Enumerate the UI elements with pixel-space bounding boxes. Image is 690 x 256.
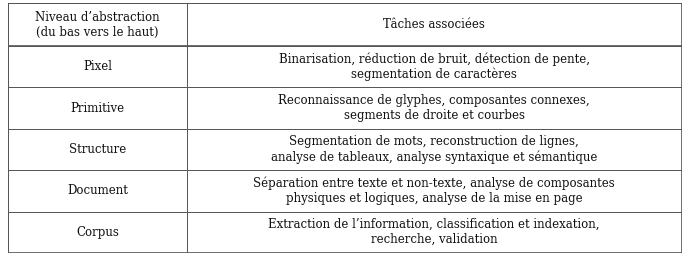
Text: Extraction de l’information, classification et indexation,
recherche, validation: Extraction de l’information, classificat… xyxy=(268,218,600,246)
Bar xyxy=(8,3,187,46)
Text: Reconnaissance de glyphes, composantes connexes,
segments de droite et courbes: Reconnaissance de glyphes, composantes c… xyxy=(279,94,590,122)
Bar xyxy=(187,211,682,253)
Bar xyxy=(8,211,187,253)
Bar xyxy=(8,87,187,129)
Text: Binarisation, réduction de bruit, détection de pente,
segmentation de caractères: Binarisation, réduction de bruit, détect… xyxy=(279,52,590,81)
Bar xyxy=(187,170,682,211)
Text: Tâches associées: Tâches associées xyxy=(383,18,485,31)
Bar xyxy=(8,170,187,211)
Text: Pixel: Pixel xyxy=(83,60,112,73)
Text: Structure: Structure xyxy=(69,143,126,156)
Bar xyxy=(187,46,682,87)
Text: Segmentation de mots, reconstruction de lignes,
analyse de tableaux, analyse syn: Segmentation de mots, reconstruction de … xyxy=(271,135,598,164)
Text: Corpus: Corpus xyxy=(76,226,119,239)
Bar xyxy=(187,129,682,170)
Text: Document: Document xyxy=(67,184,128,197)
Bar xyxy=(8,46,187,87)
Text: Séparation entre texte et non-texte, analyse de composantes
physiques et logique: Séparation entre texte et non-texte, ana… xyxy=(253,177,615,205)
Text: Primitive: Primitive xyxy=(70,102,125,115)
Text: Niveau d’abstraction
(du bas vers le haut): Niveau d’abstraction (du bas vers le hau… xyxy=(35,10,160,39)
Bar xyxy=(8,129,187,170)
Bar xyxy=(187,87,682,129)
Bar xyxy=(187,3,682,46)
